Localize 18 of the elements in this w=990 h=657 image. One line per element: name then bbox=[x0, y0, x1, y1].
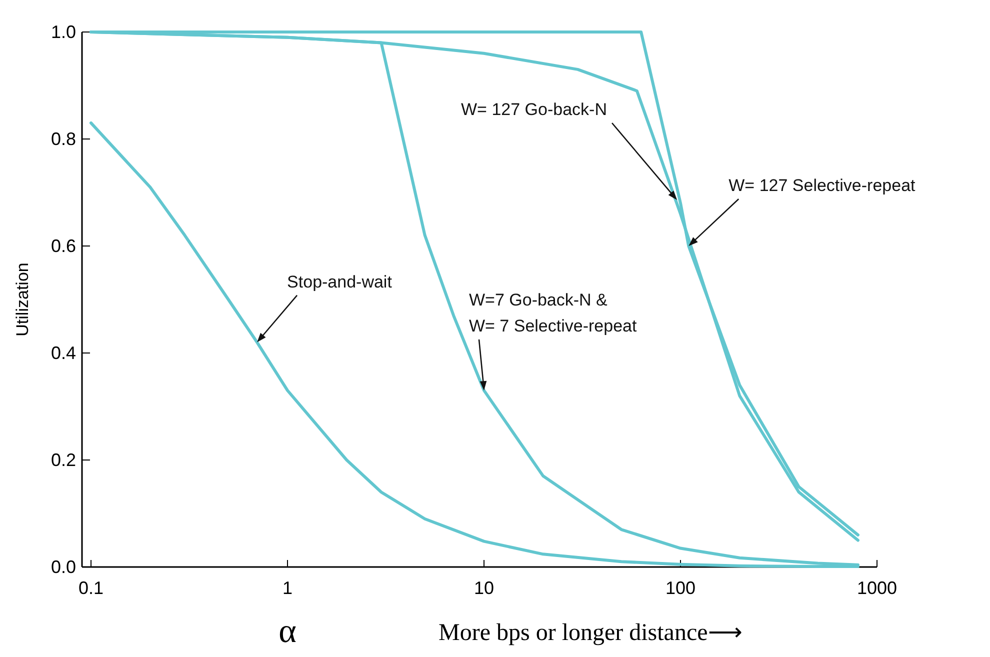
x-tick-label: 1 bbox=[282, 578, 292, 598]
annotation: W= 127 Selective-repeat bbox=[728, 176, 916, 195]
x-tick-label: 1000 bbox=[856, 578, 898, 598]
text: More bps or longer distance⟶ bbox=[438, 620, 742, 646]
annotation: W=7 Go-back-N & W= 7 Selective-repeat bbox=[468, 290, 637, 336]
y-axis-title: Utilization bbox=[13, 262, 32, 336]
x-tick-label: 100 bbox=[665, 578, 696, 598]
y-tick-label: 1.0 bbox=[50, 22, 76, 42]
annotation: W= 127 Go-back-N bbox=[461, 100, 608, 119]
y-tick-label: 0.4 bbox=[50, 343, 76, 363]
y-tick-label: 0.6 bbox=[50, 236, 76, 256]
x-tick-label: 10 bbox=[474, 578, 494, 598]
annotation: Stop-and-wait bbox=[287, 272, 392, 292]
y-tick-label: 0.2 bbox=[50, 450, 76, 470]
y-tick-label: 0.0 bbox=[50, 557, 76, 577]
y-tick-label: 0.8 bbox=[50, 129, 76, 149]
x-tick-label: 0.1 bbox=[78, 578, 104, 598]
x-axis-title: α bbox=[278, 613, 297, 650]
